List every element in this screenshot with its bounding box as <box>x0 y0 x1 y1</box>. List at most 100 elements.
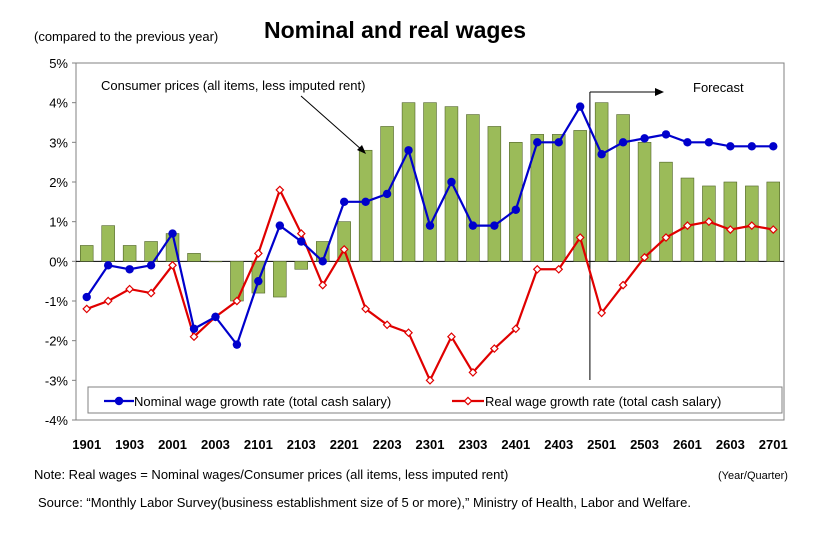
real-wage-point <box>232 296 242 306</box>
x-tick-label: 2403 <box>544 437 573 452</box>
real-wage-point <box>575 233 585 242</box>
nominal-wage-point <box>747 142 757 151</box>
x-tick-label: 2003 <box>201 437 230 452</box>
forecast-arrow-head <box>655 88 664 96</box>
cpi-bar <box>122 245 137 262</box>
nominal-wage-point <box>82 292 91 302</box>
nominal-wage-point <box>769 142 778 151</box>
legend: Nominal wage growth rate (total cash sal… <box>87 386 783 414</box>
nominal-wage-point <box>511 205 521 214</box>
x-tick-label: 2701 <box>759 437 788 452</box>
nominal-wage-point <box>254 276 263 286</box>
chart-source: Source: “Monthly Labor Survey(business e… <box>38 495 691 510</box>
nominal-wage-point <box>554 138 563 147</box>
nominal-wage-point <box>146 261 156 270</box>
real-wage-point <box>511 324 521 334</box>
real-wage-point <box>725 225 735 235</box>
cpi-bar <box>337 221 351 262</box>
wages-chart: 5% 4% 3% 2% 1% 0% -1% -2% -3% -4%1901 1903 2001 2003… <box>45 56 788 452</box>
real-wage-point <box>683 221 692 231</box>
cpi-annotation-pointer <box>300 95 363 151</box>
real-wage-point <box>640 252 649 262</box>
legend-nominal-marker <box>114 396 124 406</box>
nominal-wage-point <box>447 177 456 187</box>
y-tick-label: 2% <box>49 175 68 190</box>
cpi-bar <box>273 261 287 298</box>
cpi-bar <box>659 161 673 262</box>
legend-box <box>87 386 783 414</box>
cpi-annotation-arrow <box>357 145 366 154</box>
y-tick-label: 0% <box>49 254 68 269</box>
annotations: Consumer prices (all items, less imputed… <box>101 78 744 95</box>
nominal-wage-point <box>683 138 692 147</box>
plot-frame <box>75 62 785 421</box>
nominal-wage-point <box>168 229 177 238</box>
real-wage-point <box>382 320 392 330</box>
cpi-bar <box>573 130 587 262</box>
y-tick-label: -1% <box>45 294 69 309</box>
real-wage-point <box>253 248 263 258</box>
real-wage-point <box>404 328 413 338</box>
forecast-label: Forecast <box>693 80 744 95</box>
cpi-bar <box>466 114 480 262</box>
forecast-marker <box>300 88 664 380</box>
nominal-wage-point <box>490 221 499 230</box>
axis-labels: 5% 4% 3% 2% 1% 0% -1% -2% -3% -4%1901 1903 2001 2003… <box>45 56 788 452</box>
real-wage-point <box>125 284 135 294</box>
y-tick-label: 4% <box>49 96 68 111</box>
cpi-bar <box>680 177 695 262</box>
x-tick-label: 1903 <box>115 437 144 452</box>
real-wage-point <box>468 367 478 377</box>
nominal-wage-point <box>232 340 242 349</box>
nominal-wage-point <box>661 130 671 139</box>
wage-lines <box>82 102 778 385</box>
y-tick-label: 5% <box>49 56 68 71</box>
real-wage-point <box>82 304 92 314</box>
x-axis-unit-label: (Year/Quarter) <box>718 470 788 482</box>
real-wage-point <box>554 264 564 274</box>
cpi-bar <box>208 261 223 263</box>
real-wage-point <box>189 332 199 342</box>
x-tick-label: 2503 <box>630 437 659 452</box>
cpi-bar <box>594 102 609 262</box>
y-tick-label: -4% <box>45 413 69 428</box>
real-wage-point <box>103 296 113 306</box>
x-tick-label: 2101 <box>244 437 273 452</box>
legend-real-label: Real wage growth rate (total cash salary… <box>485 394 721 409</box>
nominal-wage-point <box>618 138 628 147</box>
real-wage-point <box>447 332 456 342</box>
cpi-bar <box>530 134 545 262</box>
y-tick-label: -3% <box>45 373 69 388</box>
real-wage-point <box>747 221 757 231</box>
real-wage-point <box>296 229 306 239</box>
cpi-bar <box>401 102 416 262</box>
cpi-bar <box>230 261 244 302</box>
cpi-bar <box>423 102 437 262</box>
nominal-wage-point <box>103 261 113 270</box>
x-tick-label: 2103 <box>287 437 316 452</box>
nominal-wage-point <box>189 324 199 333</box>
nominal-wage-point <box>704 138 714 147</box>
cpi-bar <box>509 142 523 262</box>
nominal-wage-point <box>275 221 285 230</box>
cpi-bar <box>616 114 630 262</box>
x-tick-label: 2603 <box>716 437 745 452</box>
nominal-wage-point <box>211 312 220 322</box>
cpi-bar <box>723 181 738 262</box>
x-tick-label: 2001 <box>158 437 187 452</box>
cpi-bar <box>637 142 652 262</box>
legend-nominal-label: Nominal wage growth rate (total cash sal… <box>134 394 391 409</box>
real-wage-point <box>146 288 156 298</box>
real-wage-point <box>425 375 435 385</box>
real-wage-point <box>361 304 371 314</box>
cpi-bar <box>187 253 201 262</box>
nominal-wage-point <box>382 189 392 199</box>
x-tick-label: 1901 <box>72 437 101 452</box>
y-tick-label: 1% <box>49 215 68 230</box>
real-wage-point <box>168 260 177 270</box>
real-wage-point <box>532 264 542 274</box>
cpi-bar <box>79 245 94 262</box>
real-wage-point <box>768 225 778 235</box>
nominal-wage-point <box>125 265 134 274</box>
cpi-bar <box>101 225 115 262</box>
